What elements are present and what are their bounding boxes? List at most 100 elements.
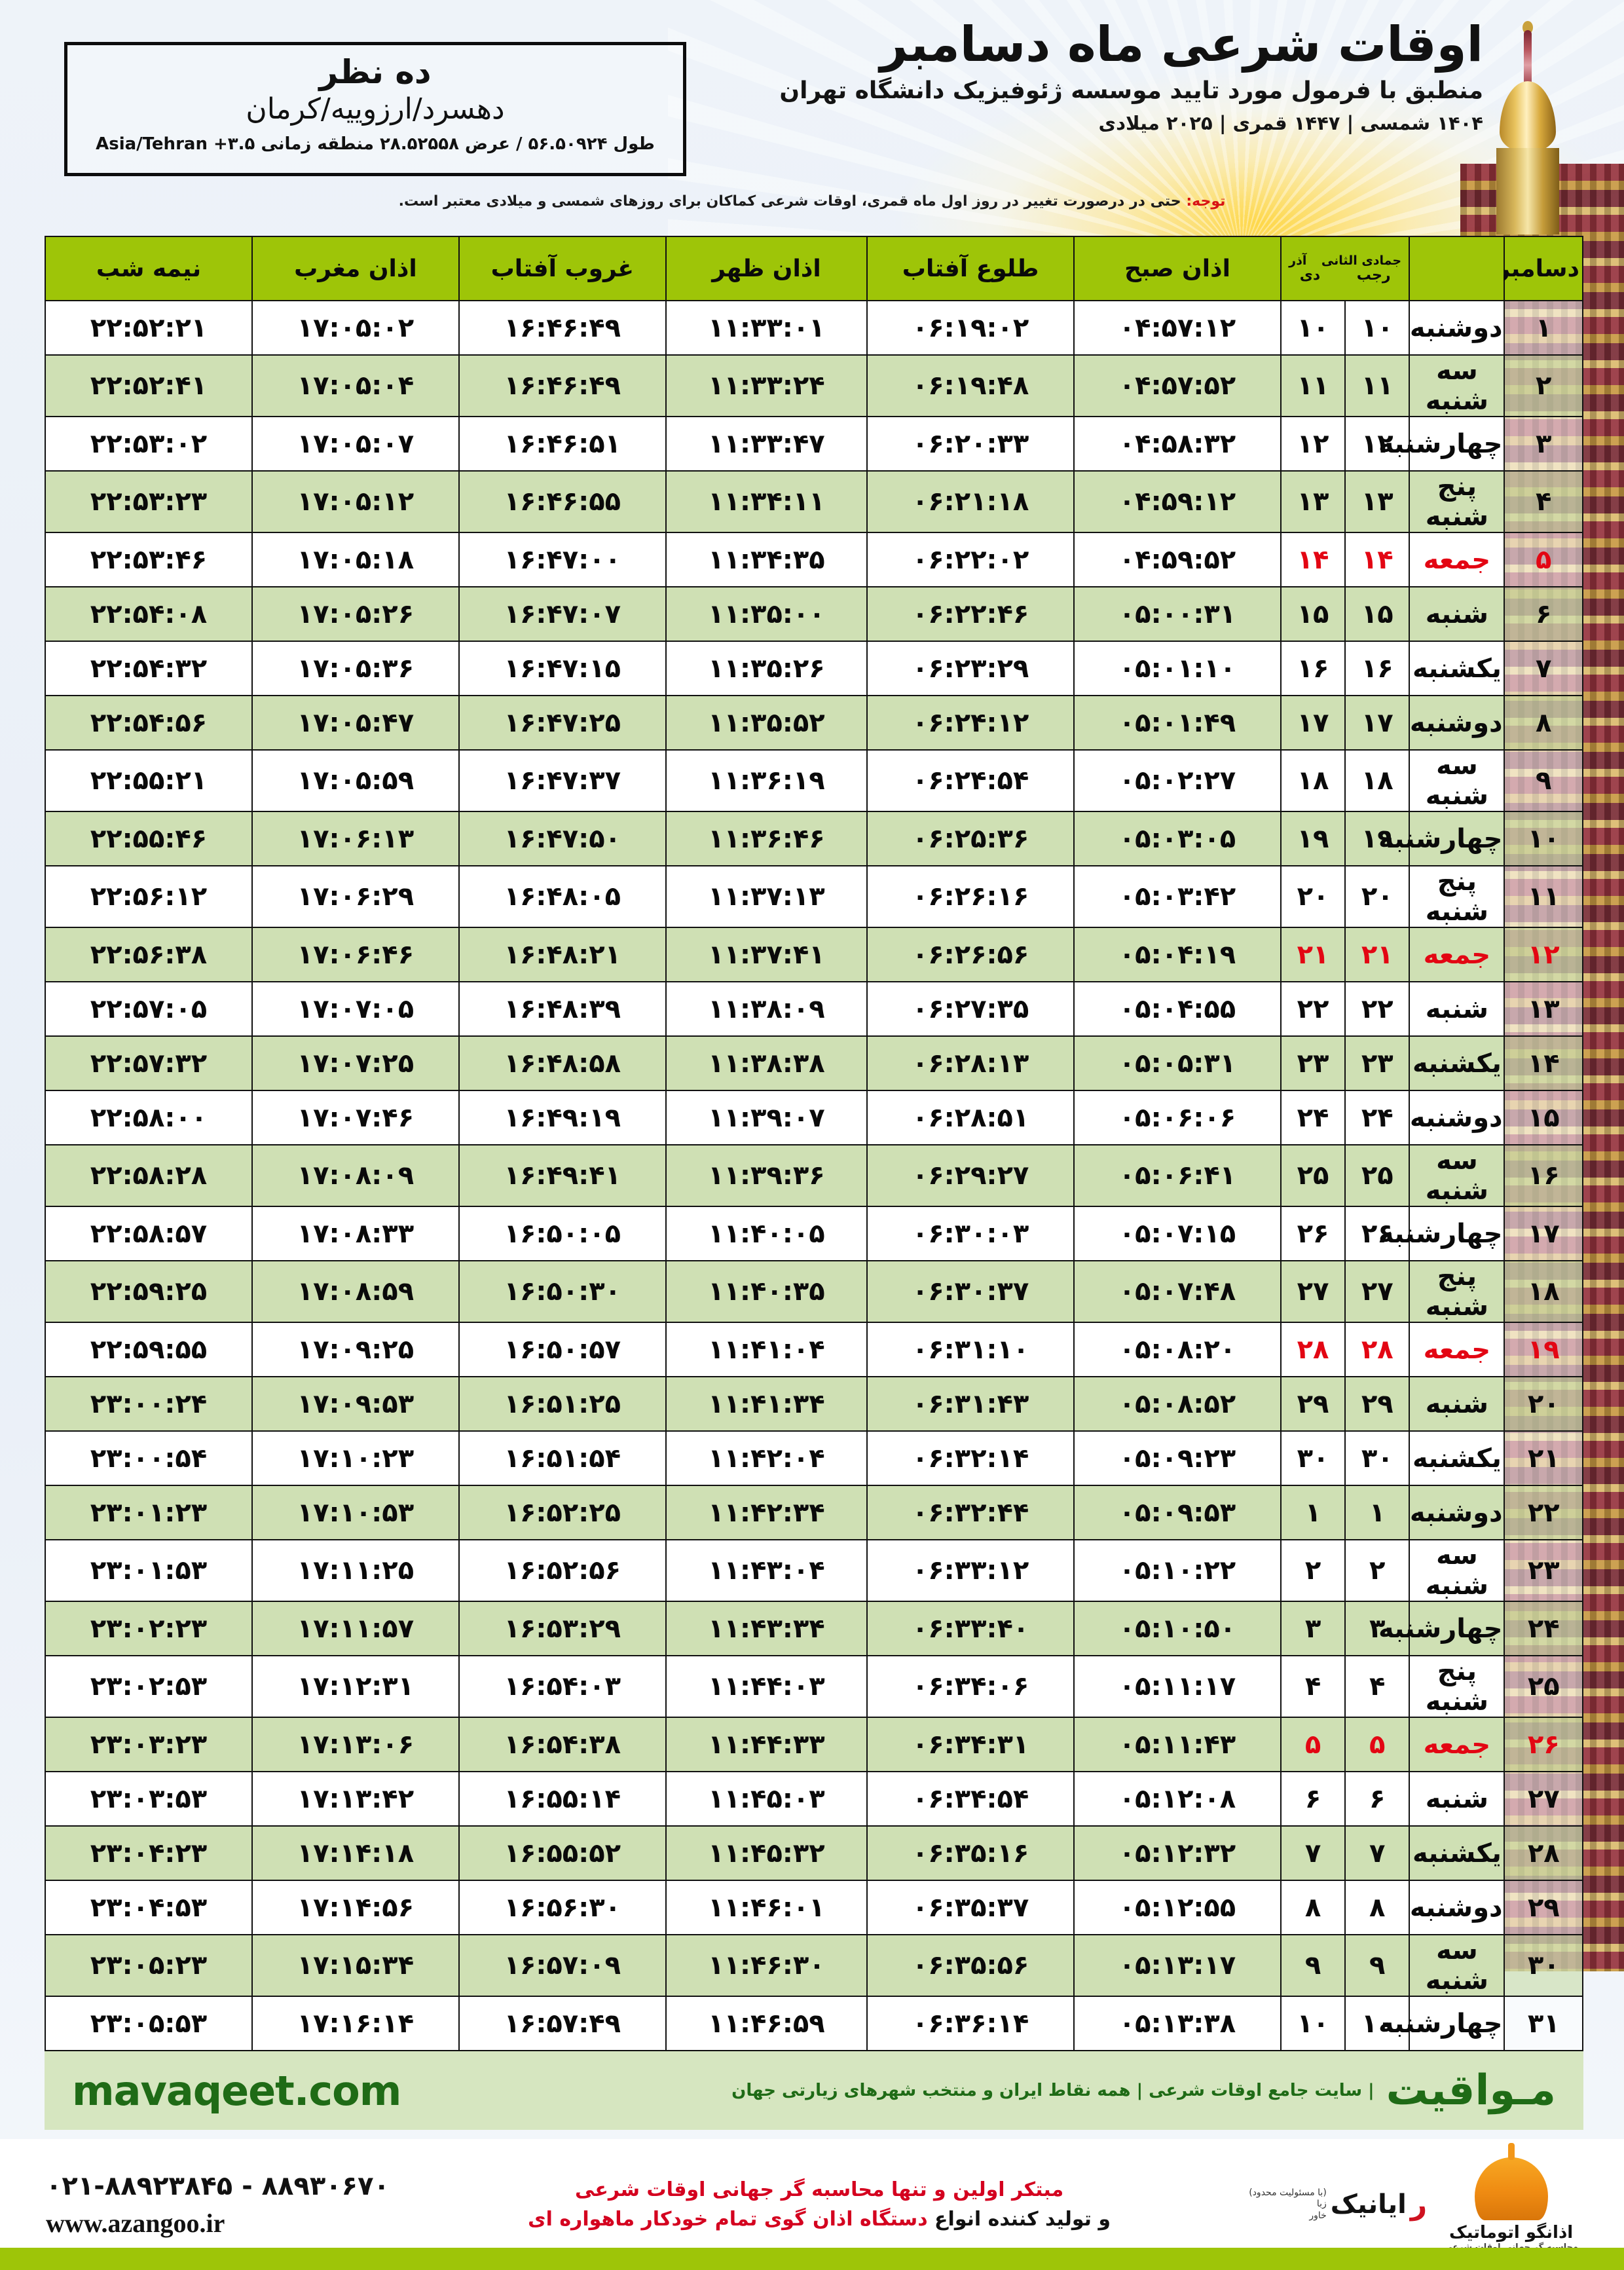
cell-weekday: سه شنبه: [1409, 749, 1505, 812]
cell-sunset-time: ۱۶:۵۷:۴۹: [458, 1996, 667, 2051]
cell-hijri-day: ۳: [1280, 1601, 1346, 1656]
cell-maghrib-time: ۱۷:۰۵:۲۶: [251, 586, 460, 642]
brand-tagline: | سایت جامع اوقات شرعی | همه نقاط ایران …: [731, 2081, 1375, 2100]
cell-hijri-day: ۲۲: [1280, 981, 1346, 1037]
cell-midnight-time: ۲۳:۰۴:۵۳: [45, 1880, 253, 1935]
cell-dhuhr-time: ۱۱:۴۱:۳۴: [665, 1376, 868, 1432]
cell-dhuhr-time: ۱۱:۴۶:۵۹: [665, 1996, 868, 2051]
cell-weekday: چهارشنبه: [1378, 1996, 1505, 2051]
cell-midnight-time: ۲۲:۵۶:۳۸: [45, 927, 253, 982]
cell-sunset-time: ۱۶:۴۶:۴۹: [458, 354, 667, 417]
cell-shamsi-day: ۸: [1344, 1880, 1411, 1935]
footer-website[interactable]: www.azangoo.ir: [46, 2208, 225, 2238]
cell-sunset-time: ۱۶:۵۱:۵۴: [458, 1430, 667, 1486]
cell-maghrib-time: ۱۷:۱۵:۳۴: [251, 1934, 460, 1997]
cell-fajr-time: ۰۵:۰۸:۲۰: [1073, 1322, 1282, 1377]
cell-weekday: چهارشنبه: [1378, 416, 1505, 472]
cell-dhuhr-time: ۱۱:۳۳:۴۷: [665, 416, 868, 472]
azangoo-logo: اذانگو اتوماتیک محاسبه گر جهانی اوقات شر…: [1444, 2157, 1578, 2252]
cell-maghrib-time: ۱۷:۰۵:۱۸: [251, 532, 460, 587]
cell-hijri-day: ۱۰: [1280, 300, 1346, 356]
cell-midnight-time: ۲۳:۰۴:۲۳: [45, 1825, 253, 1881]
cell-shamsi-day: ۱۴: [1344, 532, 1411, 587]
cell-shamsi-day: ۵: [1344, 1717, 1411, 1772]
footer-contact: ۰۲۱-۸۸۹۲۳۸۴۵ - ۸۸۹۳۰۶۷۰ www.azangoo.ir: [46, 2171, 390, 2239]
cell-fajr-time: ۰۵:۰۱:۴۹: [1073, 695, 1282, 751]
cell-weekday: سه شنبه: [1409, 1144, 1505, 1207]
cell-fajr-time: ۰۵:۰۴:۵۵: [1073, 981, 1282, 1037]
cell-gregorian-day: ۵: [1504, 532, 1583, 587]
table-body: ۱ دوشنبه ۱۰ ۱۰ ۰۴:۵۷:۱۲ ۰۶:۱۹:۰۲ ۱۱:۳۳:۰۱ ۱۶:۴۶…: [45, 300, 1583, 2051]
cell-gregorian-day: ۱۶: [1504, 1144, 1583, 1207]
cell-dhuhr-time: ۱۱:۳۴:۱۱: [665, 470, 868, 533]
cell-weekday: دوشنبه: [1409, 1485, 1505, 1540]
cell-maghrib-time: ۱۷:۰۹:۵۳: [251, 1376, 460, 1432]
cell-sunrise-time: ۰۶:۳۰:۰۳: [866, 1206, 1075, 1261]
cell-dhuhr-time: ۱۱:۴۱:۰۴: [665, 1322, 868, 1377]
cell-midnight-time: ۲۲:۵۵:۲۱: [45, 749, 253, 812]
cell-gregorian-day: ۲: [1504, 354, 1583, 417]
footer-phone: ۰۲۱-۸۸۹۲۳۸۴۵ - ۸۸۹۳۰۶۷۰: [46, 2170, 390, 2201]
cell-sunrise-time: ۰۶:۳۲:۴۴: [866, 1485, 1075, 1540]
col-header-hijri-top: جمادی الثانی: [1321, 253, 1402, 268]
cell-sunset-time: ۱۶:۵۴:۳۸: [458, 1717, 667, 1772]
cell-sunrise-time: ۰۶:۲۶:۵۶: [866, 927, 1075, 982]
cell-dhuhr-time: ۱۱:۳۷:۴۱: [665, 927, 868, 982]
cell-weekday: پنج شنبه: [1409, 865, 1505, 928]
cell-gregorian-day: ۴: [1504, 470, 1583, 533]
cell-gregorian-day: ۲۱: [1504, 1430, 1583, 1486]
cell-shamsi-day: ۲۱: [1344, 927, 1411, 982]
cell-gregorian-day: ۲۷: [1504, 1771, 1583, 1827]
cell-hijri-day: ۲۹: [1280, 1376, 1346, 1432]
cell-dhuhr-time: ۱۱:۴۶:۳۰: [665, 1934, 868, 1997]
cell-shamsi-day: ۱۰: [1344, 1996, 1411, 2051]
cell-maghrib-time: ۱۷:۰۸:۵۹: [251, 1260, 460, 1323]
table-row: ۱ دوشنبه ۱۰ ۱۰ ۰۴:۵۷:۱۲ ۰۶:۱۹:۰۲ ۱۱:۳۳:۰۱ ۱۶:۴۶…: [45, 300, 1583, 356]
cell-weekday: پنج شنبه: [1409, 470, 1505, 533]
cell-sunrise-time: ۰۶:۲۲:۰۲: [866, 532, 1075, 587]
cell-maghrib-time: ۱۷:۰۶:۴۶: [251, 927, 460, 982]
cell-gregorian-day: ۷: [1504, 641, 1583, 696]
cell-maghrib-time: ۱۷:۰۵:۰۴: [251, 354, 460, 417]
cell-midnight-time: ۲۳:۰۰:۵۴: [45, 1430, 253, 1486]
page-subtitle: منطبق با فرمول مورد تایید موسسه ژئوفیزیک…: [779, 77, 1483, 104]
table-row: ۲۸ یکشنبه ۷ ۷ ۰۵:۱۲:۳۲ ۰۶:۳۵:۱۶ ۱۱:۴۵:۳۲ ۱۶:۵۵:…: [45, 1825, 1583, 1881]
cell-hijri-day: ۱۶: [1280, 641, 1346, 696]
col-header-maghrib: اذان مغرب: [251, 236, 460, 301]
cell-sunrise-time: ۰۶:۳۱:۱۰: [866, 1322, 1075, 1377]
page-title: اوقات شرعی ماه دسامبر: [879, 16, 1483, 73]
cell-fajr-time: ۰۵:۰۹:۲۳: [1073, 1430, 1282, 1486]
cell-sunset-time: ۱۶:۴۶:۴۹: [458, 300, 667, 356]
location-name: ده نظر: [319, 53, 432, 91]
cell-weekday: یکشنبه: [1409, 641, 1505, 696]
cell-weekday: سه شنبه: [1409, 354, 1505, 417]
cell-shamsi-day: ۲۲: [1344, 981, 1411, 1037]
location-box: ده نظر دهسرد/ارزوییه/کرمان طول ۵۶.۵۰۹۲۴ …: [64, 42, 686, 176]
table-row: ۱۶ سه شنبه ۲۵ ۲۵ ۰۵:۰۶:۴۱ ۰۶:۲۹:۲۷ ۱۱:۳۹:۳۶ ۱۶:…: [45, 1144, 1583, 1207]
cell-shamsi-day: ۷: [1344, 1825, 1411, 1881]
table-row: ۸ دوشنبه ۱۷ ۱۷ ۰۵:۰۱:۴۹ ۰۶:۲۴:۱۲ ۱۱:۳۵:۵۲ ۱۶:۴۷…: [45, 695, 1583, 751]
bottom-accent-bar: [0, 2248, 1624, 2270]
cell-sunrise-time: ۰۶:۲۴:۱۲: [866, 695, 1075, 751]
cell-gregorian-day: ۱: [1504, 300, 1583, 356]
cell-fajr-time: ۰۴:۵۹:۵۲: [1073, 532, 1282, 587]
cell-hijri-day: ۱۱: [1280, 354, 1346, 417]
table-header-row: دسامبر جمادی الثانی آذر رجب دی: [45, 236, 1583, 301]
cell-shamsi-day: ۱۶: [1344, 641, 1411, 696]
cell-gregorian-day: ۳۱: [1504, 1996, 1583, 2051]
cell-maghrib-time: ۱۷:۱۳:۴۲: [251, 1771, 460, 1827]
brand-band: مـواقیت | سایت جامع اوقات شرعی | همه نقا…: [45, 2051, 1583, 2130]
azangoo-minaret-icon: [1474, 2157, 1548, 2220]
cell-fajr-time: ۰۵:۱۱:۱۷: [1073, 1655, 1282, 1718]
cell-maghrib-time: ۱۷:۰۵:۵۹: [251, 749, 460, 812]
table-row: ۲۷ شنبه ۶ ۶ ۰۵:۱۲:۰۸ ۰۶:۳۴:۵۴ ۱۱:۴۵:۰۳ ۱۶:۵۵:۱۴…: [45, 1771, 1583, 1827]
cell-weekday: جمعه: [1409, 532, 1505, 587]
brand-website[interactable]: mavaqeet.com: [72, 2066, 401, 2115]
cell-midnight-time: ۲۳:۰۰:۲۴: [45, 1376, 253, 1432]
cell-sunrise-time: ۰۶:۳۲:۱۴: [866, 1430, 1075, 1486]
cell-dhuhr-time: ۱۱:۴۲:۰۴: [665, 1430, 868, 1486]
cell-hijri-day: ۱۴: [1280, 532, 1346, 587]
table-row: ۳۱ چهارشنبه ۱۰ ۱۰ ۰۵:۱۳:۳۸ ۰۶:۳۶:۱۴ ۱۱:۴۶:۵۹ ۱۶…: [45, 1996, 1583, 2051]
cell-gregorian-day: ۲۲: [1504, 1485, 1583, 1540]
cell-sunset-time: ۱۶:۵۰:۳۰: [458, 1260, 667, 1323]
